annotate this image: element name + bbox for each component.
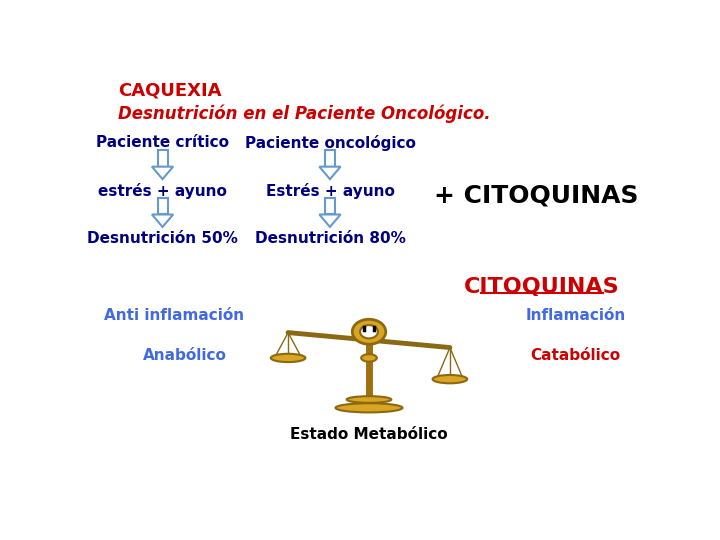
Ellipse shape bbox=[361, 354, 377, 362]
Text: Desnutrición 80%: Desnutrición 80% bbox=[254, 231, 405, 246]
Text: Anabólico: Anabólico bbox=[143, 348, 227, 362]
Polygon shape bbox=[320, 167, 341, 179]
Text: Desnutrición 50%: Desnutrición 50% bbox=[87, 231, 238, 246]
Circle shape bbox=[352, 319, 386, 344]
Text: Desnutrición en el Paciente Oncológico.: Desnutrición en el Paciente Oncológico. bbox=[118, 104, 490, 123]
Polygon shape bbox=[320, 214, 341, 227]
Text: Paciente crítico: Paciente crítico bbox=[96, 136, 229, 151]
Polygon shape bbox=[152, 167, 173, 179]
FancyBboxPatch shape bbox=[158, 198, 168, 214]
Ellipse shape bbox=[336, 403, 402, 413]
Text: Anti inflamación: Anti inflamación bbox=[104, 308, 244, 323]
FancyBboxPatch shape bbox=[325, 198, 335, 214]
Text: Paciente oncológico: Paciente oncológico bbox=[245, 136, 415, 152]
FancyBboxPatch shape bbox=[158, 150, 168, 167]
FancyBboxPatch shape bbox=[325, 150, 335, 167]
Text: Catabólico: Catabólico bbox=[531, 348, 621, 362]
Polygon shape bbox=[152, 214, 173, 227]
Circle shape bbox=[360, 325, 378, 339]
Ellipse shape bbox=[347, 396, 392, 403]
Text: Estrés + ayuno: Estrés + ayuno bbox=[266, 183, 395, 199]
Text: Inflamación: Inflamación bbox=[526, 308, 626, 323]
Ellipse shape bbox=[433, 375, 467, 383]
Text: CAQUEXIA: CAQUEXIA bbox=[118, 82, 222, 99]
Ellipse shape bbox=[271, 354, 305, 362]
Text: + CITOQUINAS: + CITOQUINAS bbox=[434, 183, 639, 207]
Text: Estado Metabólico: Estado Metabólico bbox=[290, 427, 448, 442]
Text: estrés + ayuno: estrés + ayuno bbox=[98, 183, 227, 199]
Text: CITOQUINAS: CITOQUINAS bbox=[464, 277, 620, 297]
